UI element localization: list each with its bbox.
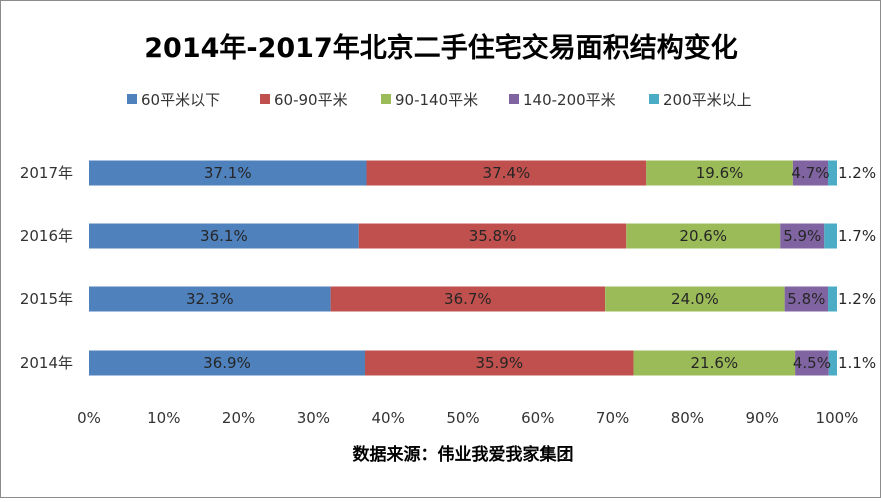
bar-segment xyxy=(330,286,606,312)
data-label: 37.4% xyxy=(483,164,531,182)
data-label: 1.2% xyxy=(838,164,876,182)
data-label: 37.1% xyxy=(204,164,252,182)
bar-segment xyxy=(89,350,366,376)
legend-label: 200平米以上 xyxy=(663,91,752,109)
x-tick-label: 100% xyxy=(816,409,859,427)
data-label: 35.9% xyxy=(475,354,523,372)
category-labels: 2017年 2016年 2015年 2014年 xyxy=(20,164,73,372)
bar-segment xyxy=(828,286,837,312)
x-tick-label: 20% xyxy=(222,409,255,427)
bar-segment xyxy=(646,160,793,186)
bar-segment xyxy=(605,286,785,312)
x-tick-label: 50% xyxy=(446,409,479,427)
bar-segment xyxy=(792,160,829,186)
legend-label: 90-140平米 xyxy=(395,91,478,109)
data-label: 24.0% xyxy=(671,290,719,308)
legend-swatch xyxy=(127,94,137,104)
x-tick-label: 80% xyxy=(671,409,704,427)
data-labels: 37.1% 37.4% 19.6% 4.7% 1.2% 36.1% 35.8% 20.6% 5.… xyxy=(186,164,876,372)
x-tick-label: 70% xyxy=(596,409,629,427)
data-label: 21.6% xyxy=(690,354,738,372)
data-label: 1.1% xyxy=(838,354,876,372)
data-label: 1.2% xyxy=(838,290,876,308)
data-label: 35.8% xyxy=(469,227,517,245)
bar-segment xyxy=(366,160,647,186)
x-tick-label: 90% xyxy=(746,409,779,427)
legend-swatch xyxy=(260,94,270,104)
bar-segment xyxy=(828,350,837,376)
category-label: 2015年 xyxy=(20,290,73,308)
bar-segment xyxy=(89,160,367,186)
data-label: 1.7% xyxy=(838,227,876,245)
bar-segment xyxy=(828,160,837,186)
legend: 60平米以下 60-90平米 90-140平米 140-200平米 200平米以上 xyxy=(127,91,752,109)
x-tick-label: 30% xyxy=(297,409,330,427)
bars xyxy=(89,160,837,376)
data-label: 4.5% xyxy=(793,354,831,372)
bar-segment xyxy=(626,223,781,249)
data-label: 36.7% xyxy=(444,290,492,308)
data-label: 19.6% xyxy=(696,164,744,182)
bar-segment xyxy=(365,350,634,376)
chart-title: 2014年-2017年北京二手住宅交易面积结构变化 xyxy=(144,32,738,64)
x-tick-label: 40% xyxy=(372,409,405,427)
bar-segment xyxy=(795,350,829,376)
category-label: 2016年 xyxy=(20,227,73,245)
bar-segment xyxy=(89,286,331,312)
data-label: 5.8% xyxy=(787,290,825,308)
category-label: 2014年 xyxy=(20,354,73,372)
legend-label: 60-90平米 xyxy=(274,91,348,109)
legend-swatch xyxy=(509,94,519,104)
data-label: 36.1% xyxy=(200,227,248,245)
x-tick-label: 60% xyxy=(521,409,554,427)
x-axis-ticks: 0% 10% 20% 30% 40% 50% 60% 70% 80% 90% 100% xyxy=(77,409,858,427)
legend-swatch xyxy=(381,94,391,104)
bar-segment xyxy=(824,223,837,249)
x-tick-label: 10% xyxy=(147,409,180,427)
category-label: 2017年 xyxy=(20,164,73,182)
data-label: 36.9% xyxy=(203,354,251,372)
data-label: 4.7% xyxy=(791,164,829,182)
legend-label: 60平米以下 xyxy=(141,91,220,109)
source-note: 数据来源：伟业我爱我家集团 xyxy=(353,444,574,465)
bar-segment xyxy=(358,223,627,249)
legend-label: 140-200平米 xyxy=(523,91,616,109)
bar-segment xyxy=(780,223,825,249)
data-label: 5.9% xyxy=(783,227,821,245)
x-tick-label: 0% xyxy=(77,409,101,427)
legend-swatch xyxy=(649,94,659,104)
bar-segment xyxy=(784,286,829,312)
bar-segment xyxy=(89,223,359,249)
bar-segment xyxy=(633,350,796,376)
data-label: 20.6% xyxy=(679,227,727,245)
data-label: 32.3% xyxy=(186,290,234,308)
